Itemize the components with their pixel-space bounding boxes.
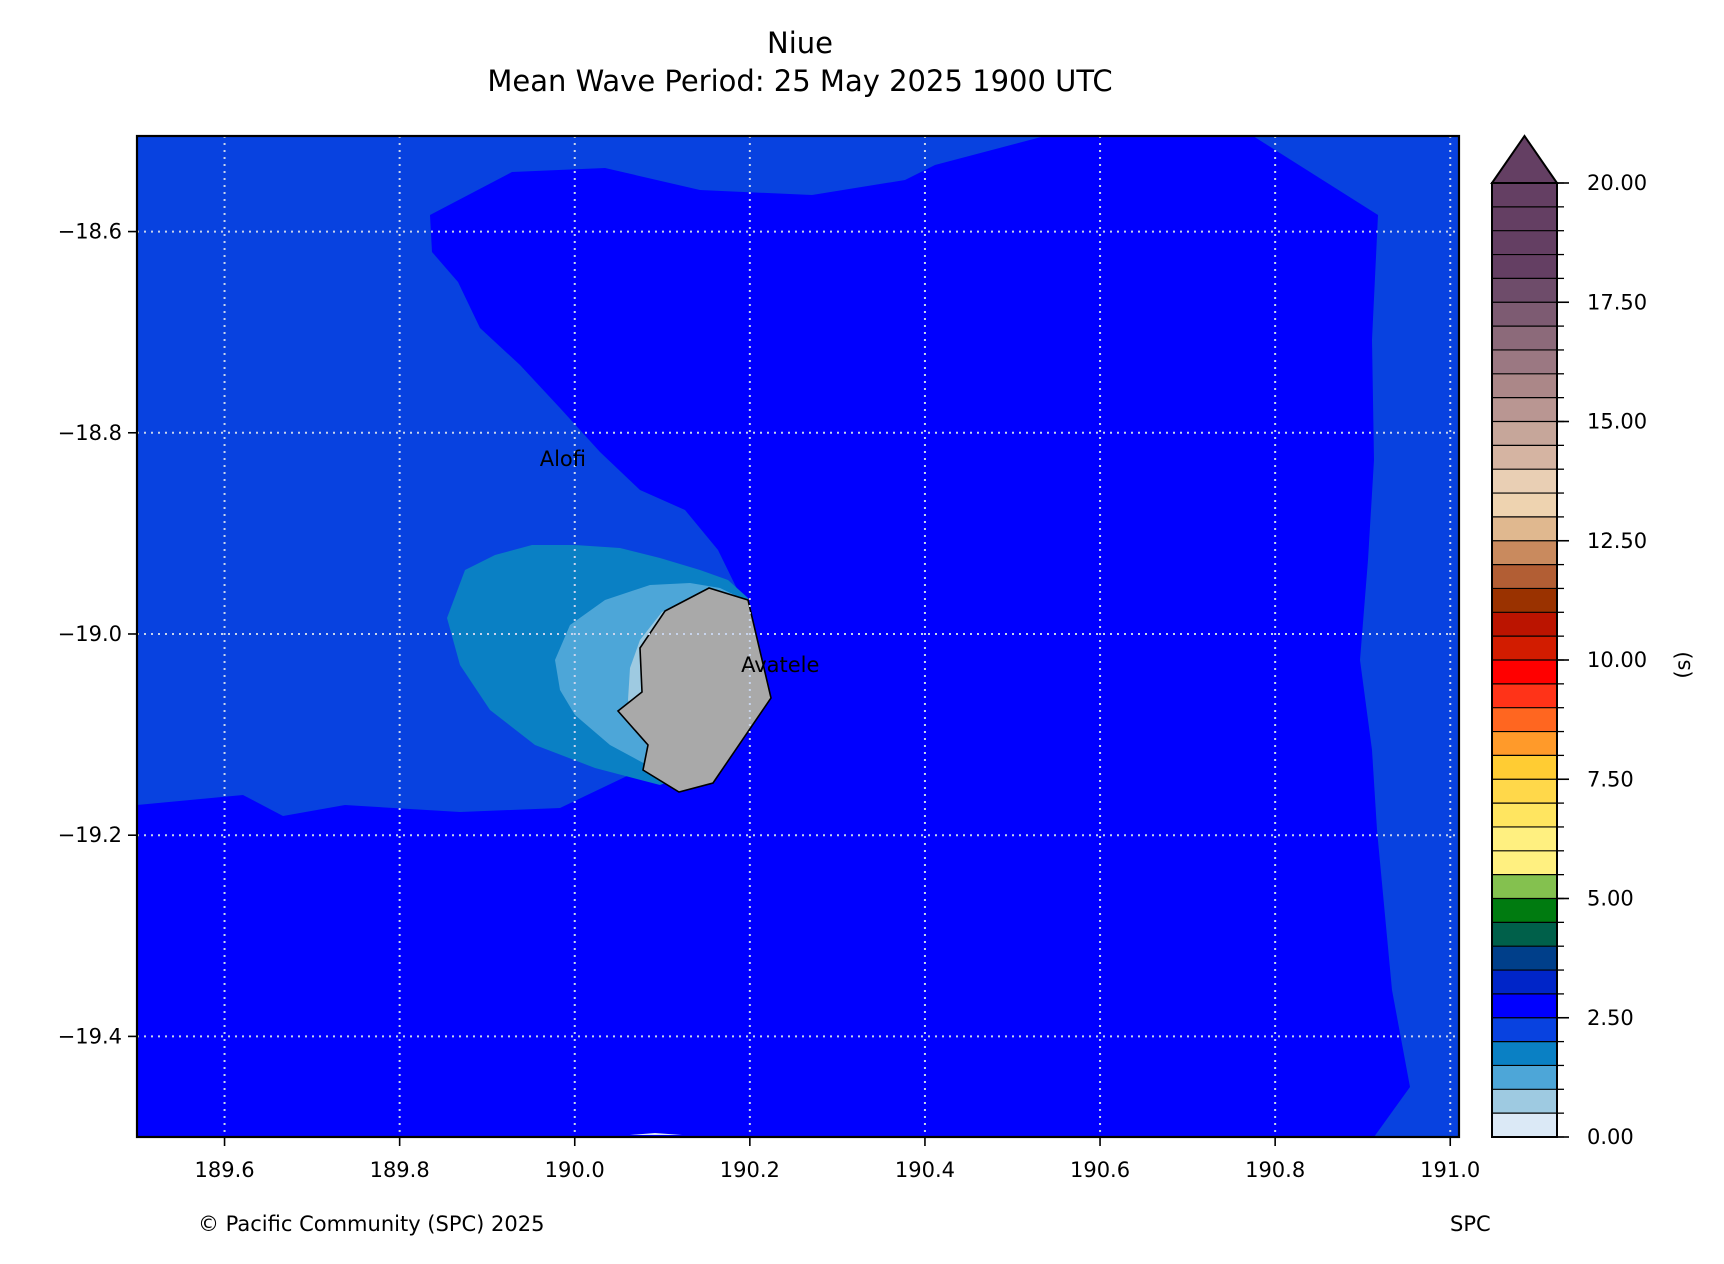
x-tick-label: 190.4 xyxy=(895,1158,955,1182)
x-tick-label: 190.2 xyxy=(720,1158,780,1182)
colorbar-segment xyxy=(1492,254,1557,279)
colorbar-segment xyxy=(1492,349,1557,375)
colorbar-tick-label: 10.00 xyxy=(1587,648,1647,672)
colorbar-segment xyxy=(1492,469,1557,494)
map-subtitle: Mean Wave Period: 25 May 2025 1900 UTC xyxy=(487,64,1113,98)
colorbar-segment xyxy=(1492,970,1557,995)
colorbar-segment xyxy=(1492,540,1557,565)
colorbar-tick-label: 17.50 xyxy=(1587,290,1647,314)
colorbar-segment xyxy=(1492,373,1557,399)
place-label-avatele: Avatele xyxy=(741,653,819,677)
colorbar-segment xyxy=(1492,779,1557,804)
plot-frame xyxy=(135,134,1461,1139)
colorbar-segment xyxy=(1492,993,1557,1019)
y-tick-label: −19.0 xyxy=(58,622,122,646)
colorbar-segment xyxy=(1492,874,1557,899)
place-labels: Alofi Avatele xyxy=(540,447,820,677)
colorbar-segment xyxy=(1492,731,1557,756)
x-tick-label: 190.8 xyxy=(1245,1158,1305,1182)
colorbar-segment xyxy=(1492,445,1557,470)
colorbar-segment xyxy=(1492,516,1557,542)
place-label-alofi: Alofi xyxy=(540,447,586,471)
x-tick-label: 189.6 xyxy=(194,1158,254,1182)
wave-period-band-south-patch xyxy=(630,1133,682,1135)
colorbar-segment xyxy=(1492,1017,1557,1042)
niue-island[interactable] xyxy=(616,587,772,793)
colorbar: 0.00 2.50 5.00 7.50 10.00 12.50 15.00 17.50 20.0… xyxy=(1490,134,1695,1149)
colorbar-tick-label: 20.00 xyxy=(1587,171,1647,195)
colorbar-tick-label: 7.50 xyxy=(1587,767,1634,791)
colorbar-segment xyxy=(1492,588,1557,613)
x-axis: 189.6 189.8 190.0 190.2 190.4 190.6 190.8 191.0 xyxy=(194,1137,1480,1182)
colorbar-tick-label: 0.00 xyxy=(1587,1125,1634,1149)
colorbar-segment xyxy=(1492,397,1557,422)
colorbar-segment xyxy=(1492,1065,1557,1090)
y-tick-label: −19.2 xyxy=(58,823,122,847)
y-tick-label: −18.6 xyxy=(58,220,122,244)
colorbar-tick-label: 12.50 xyxy=(1587,529,1647,553)
colorbar-segment xyxy=(1492,230,1557,255)
x-tick-label: 189.8 xyxy=(370,1158,430,1182)
colorbar-segment xyxy=(1492,850,1557,876)
colorbar-segment xyxy=(1492,755,1557,780)
colorbar-segment xyxy=(1492,660,1557,685)
colorbar-segment xyxy=(1492,707,1557,732)
colorbar-segment xyxy=(1492,183,1557,208)
colorbar-segment xyxy=(1492,803,1557,828)
colorbar-tick-label: 5.00 xyxy=(1587,887,1634,911)
colorbar-segment xyxy=(1492,683,1557,709)
colorbar-segment xyxy=(1492,421,1557,446)
colorbar-segment xyxy=(1492,302,1557,327)
colorbar-segment xyxy=(1492,493,1557,518)
colorbar-segment xyxy=(1492,898,1557,923)
colorbar-tick-label: 2.50 xyxy=(1587,1006,1634,1030)
colorbar-segment xyxy=(1492,922,1557,947)
x-tick-label: 190.6 xyxy=(1070,1158,1130,1182)
colorbar-segment xyxy=(1492,278,1557,303)
colorbar-segment xyxy=(1492,1089,1557,1114)
colorbar-segment xyxy=(1492,564,1557,589)
x-tick-label: 190.0 xyxy=(545,1158,605,1182)
colorbar-segment xyxy=(1492,826,1557,852)
colorbar-unit-label: (s) xyxy=(1671,651,1695,678)
copyright-notice: © Pacific Community (SPC) 2025 xyxy=(198,1212,545,1236)
map-grid xyxy=(137,136,1459,1137)
colorbar-extend-arrow xyxy=(1490,134,1559,184)
colorbar-segment xyxy=(1492,612,1557,637)
colorbar-segment xyxy=(1492,946,1557,971)
x-tick-label: 191.0 xyxy=(1420,1158,1480,1182)
colorbar-tick-label: 15.00 xyxy=(1587,410,1647,434)
source-label: SPC xyxy=(1450,1212,1491,1236)
colorbar-segment xyxy=(1492,1113,1557,1138)
y-tick-label: −19.4 xyxy=(58,1024,122,1048)
colorbar-segment xyxy=(1492,636,1557,661)
colorbar-segment xyxy=(1492,1041,1557,1066)
y-tick-label: −18.8 xyxy=(58,421,122,445)
colorbar-segment xyxy=(1492,326,1557,351)
wave-period-band-2-0 xyxy=(137,136,1459,1137)
map-title: Niue xyxy=(767,26,833,60)
y-axis: −18.6 −18.8 −19.0 −19.2 −19.4 xyxy=(58,220,137,1048)
colorbar-segment xyxy=(1492,206,1557,232)
